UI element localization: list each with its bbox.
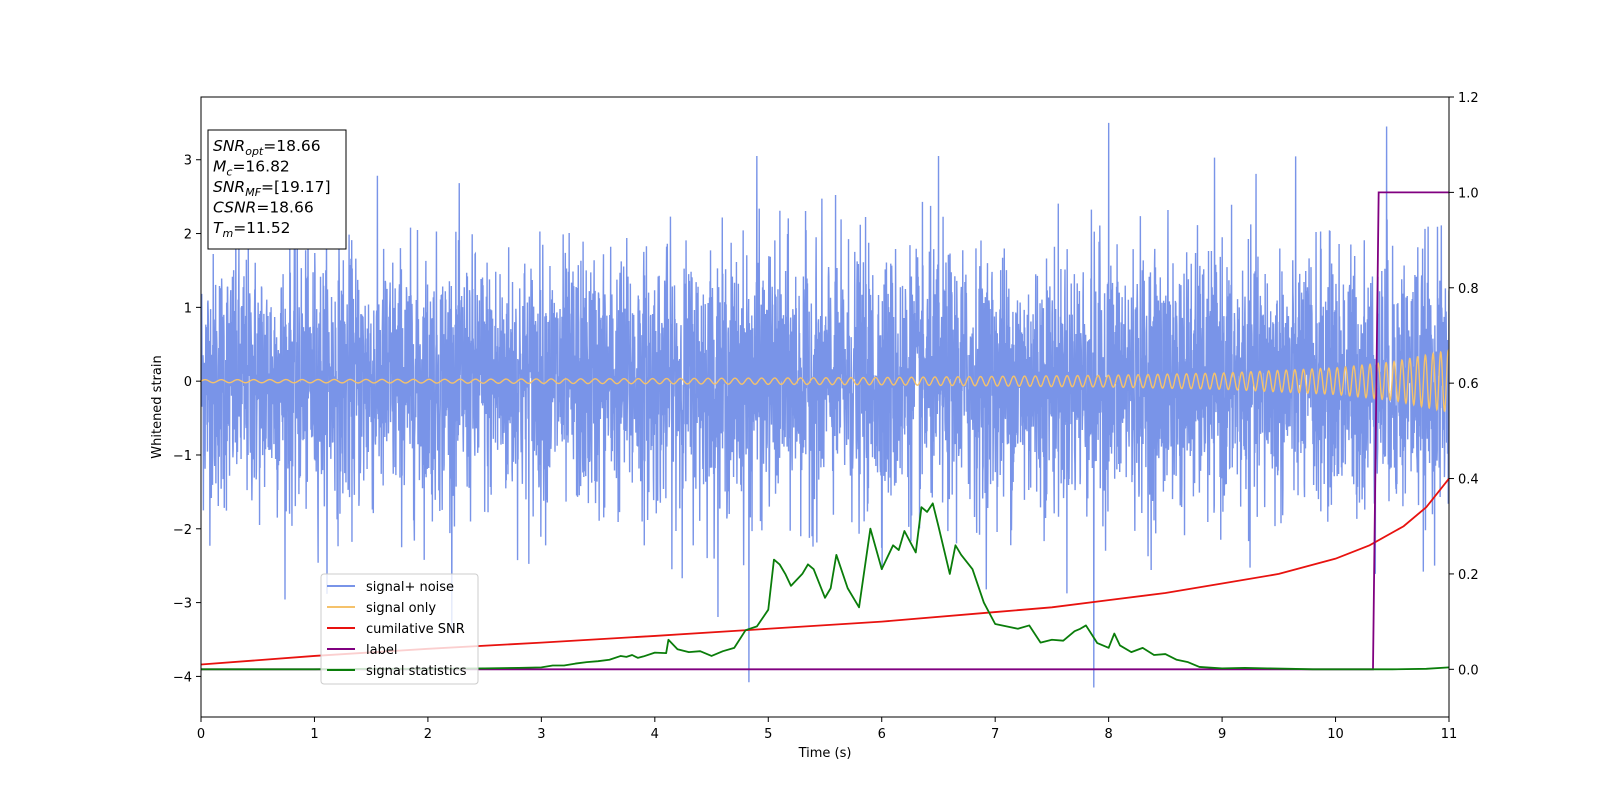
y-left-tick-label: −4 (173, 670, 192, 685)
x-tick-label: 5 (764, 727, 772, 742)
axes-frame (200, 96, 1450, 718)
y-right-tick-label: 1.0 (1458, 186, 1479, 201)
plot-frame (200, 96, 1450, 718)
y-left-tick-label: −3 (173, 597, 192, 612)
x-tick-label: 10 (1327, 727, 1344, 742)
legend-entry-label: signal statistics (366, 664, 467, 679)
stats-annotation-line: SNRopt=18.66 (213, 137, 321, 158)
legend-entry-label: label (366, 643, 397, 658)
x-tick-label: 0 (197, 727, 205, 742)
y-left-tick-label: 0 (184, 375, 192, 390)
y-axis-left-ticks: −4 −3 −2 −1 0 1 2 3 (173, 154, 201, 685)
x-tick-label: 9 (1218, 727, 1226, 742)
legend: signal+ noise signal only cumilative SNR la… (320, 573, 479, 685)
y-left-tick-label: 1 (184, 301, 192, 316)
legend-entry-label: signal only (366, 601, 436, 616)
series-label-line (201, 191, 1449, 671)
x-tick-label: 6 (878, 727, 886, 742)
x-tick-label: 1 (310, 727, 318, 742)
y-right-tick-label: 0.6 (1458, 377, 1479, 392)
x-tick-label: 7 (991, 727, 999, 742)
legend-entry-label: signal+ noise (366, 580, 454, 595)
y-left-tick-label: 2 (184, 228, 192, 243)
x-tick-label: 11 (1441, 727, 1458, 742)
y-right-tick-label: 0.2 (1458, 568, 1479, 583)
plot-series (201, 122, 1449, 688)
y-left-tick-label: 3 (184, 154, 192, 169)
series-signal-noise-line (201, 122, 1449, 688)
y-right-tick-label: 0.4 (1458, 473, 1479, 488)
y-left-tick-label: −2 (173, 523, 192, 538)
stats-annotation-line: SNRMF=[19.17] (213, 178, 331, 199)
y-right-tick-label: 0.0 (1458, 663, 1479, 678)
x-tick-label: 3 (537, 727, 545, 742)
y-left-tick-label: −1 (173, 449, 192, 464)
x-axis-label: Time (s) (798, 746, 852, 761)
x-axis-ticks: 0 1 2 3 4 5 6 7 8 9 10 11 (197, 717, 1457, 742)
x-tick-label: 2 (424, 727, 432, 742)
legend-frame (320, 573, 479, 685)
stats-annotation-line: Mc=16.82 (213, 158, 290, 179)
y-right-tick-label: 0.8 (1458, 282, 1479, 297)
x-tick-label: 8 (1104, 727, 1112, 742)
y-axis-right-ticks: 0.0 0.2 0.4 0.6 0.8 1.0 1.2 (1449, 91, 1479, 678)
stats-annotation-frame (207, 129, 347, 250)
stats-annotation-line: CSNR=18.66 (213, 199, 314, 217)
x-tick-label: 4 (651, 727, 659, 742)
y-axis-label: Whitened strain (150, 355, 165, 458)
series-signal-only-line (201, 348, 1449, 413)
y-right-tick-label: 1.2 (1458, 91, 1479, 106)
legend-entry-label: cumilative SNR (366, 622, 465, 637)
series-signal-statistics-line (201, 502, 1449, 671)
stats-annotation-line: Tm=11.52 (213, 219, 291, 240)
stats-annotation-box: SNRopt=18.66Mc=16.82SNRMF=[19.17]CSNR=18… (207, 129, 347, 250)
